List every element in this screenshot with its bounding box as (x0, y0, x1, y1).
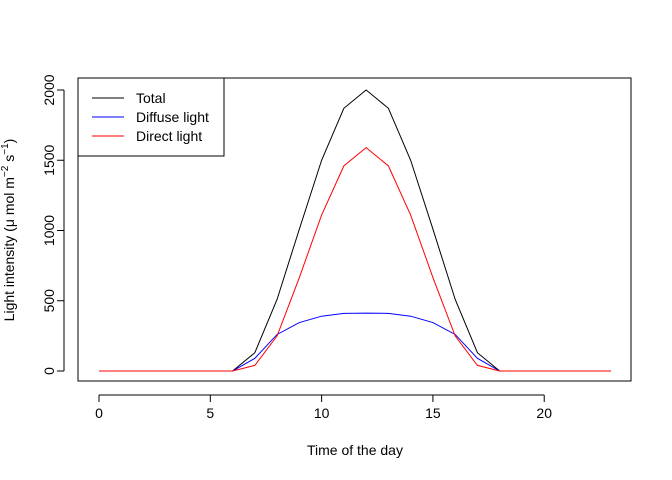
legend-label-direct: Direct light (136, 128, 202, 144)
y-axis-title-sup2: −1 (0, 143, 11, 155)
series-layer (99, 89, 611, 372)
y-axis-title-mid1: mol m (1, 177, 17, 219)
legend-label-total: Total (136, 90, 166, 106)
plot-box (77, 77, 632, 382)
y-axis-title-main: Light intensity ( (1, 227, 17, 321)
x-tick-label: 20 (536, 405, 552, 421)
y-axis-title-end: ) (1, 139, 17, 144)
y-tick-label: 2000 (41, 74, 57, 105)
x-axis: 0 5 10 15 20 (95, 394, 552, 421)
y-axis: 0 500 1000 1500 2000 (41, 74, 65, 375)
y-tick-label: 1500 (41, 144, 57, 175)
x-tick-label: 5 (206, 405, 214, 421)
x-tick-label: 0 (95, 405, 103, 421)
y-tick-label: 1000 (41, 215, 57, 246)
y-axis-title: Light intensity (μ mol m−2 s−1) (0, 139, 17, 322)
y-axis-title-mu: μ (1, 219, 17, 227)
legend-label-diffuse: Diffuse light (136, 109, 209, 125)
y-axis-title-sup1: −2 (0, 165, 11, 177)
series-line-direct (99, 146, 611, 372)
series-line-diffuse (99, 312, 611, 372)
x-tick-label: 10 (314, 405, 330, 421)
y-axis-title-mid2: s (1, 155, 17, 166)
y-tick-label: 0 (41, 367, 57, 375)
x-axis-title: Time of the day (307, 442, 403, 458)
x-tick-label: 15 (425, 405, 441, 421)
y-tick-label: 500 (41, 289, 57, 313)
legend: Total Diffuse light Direct light (77, 77, 225, 157)
